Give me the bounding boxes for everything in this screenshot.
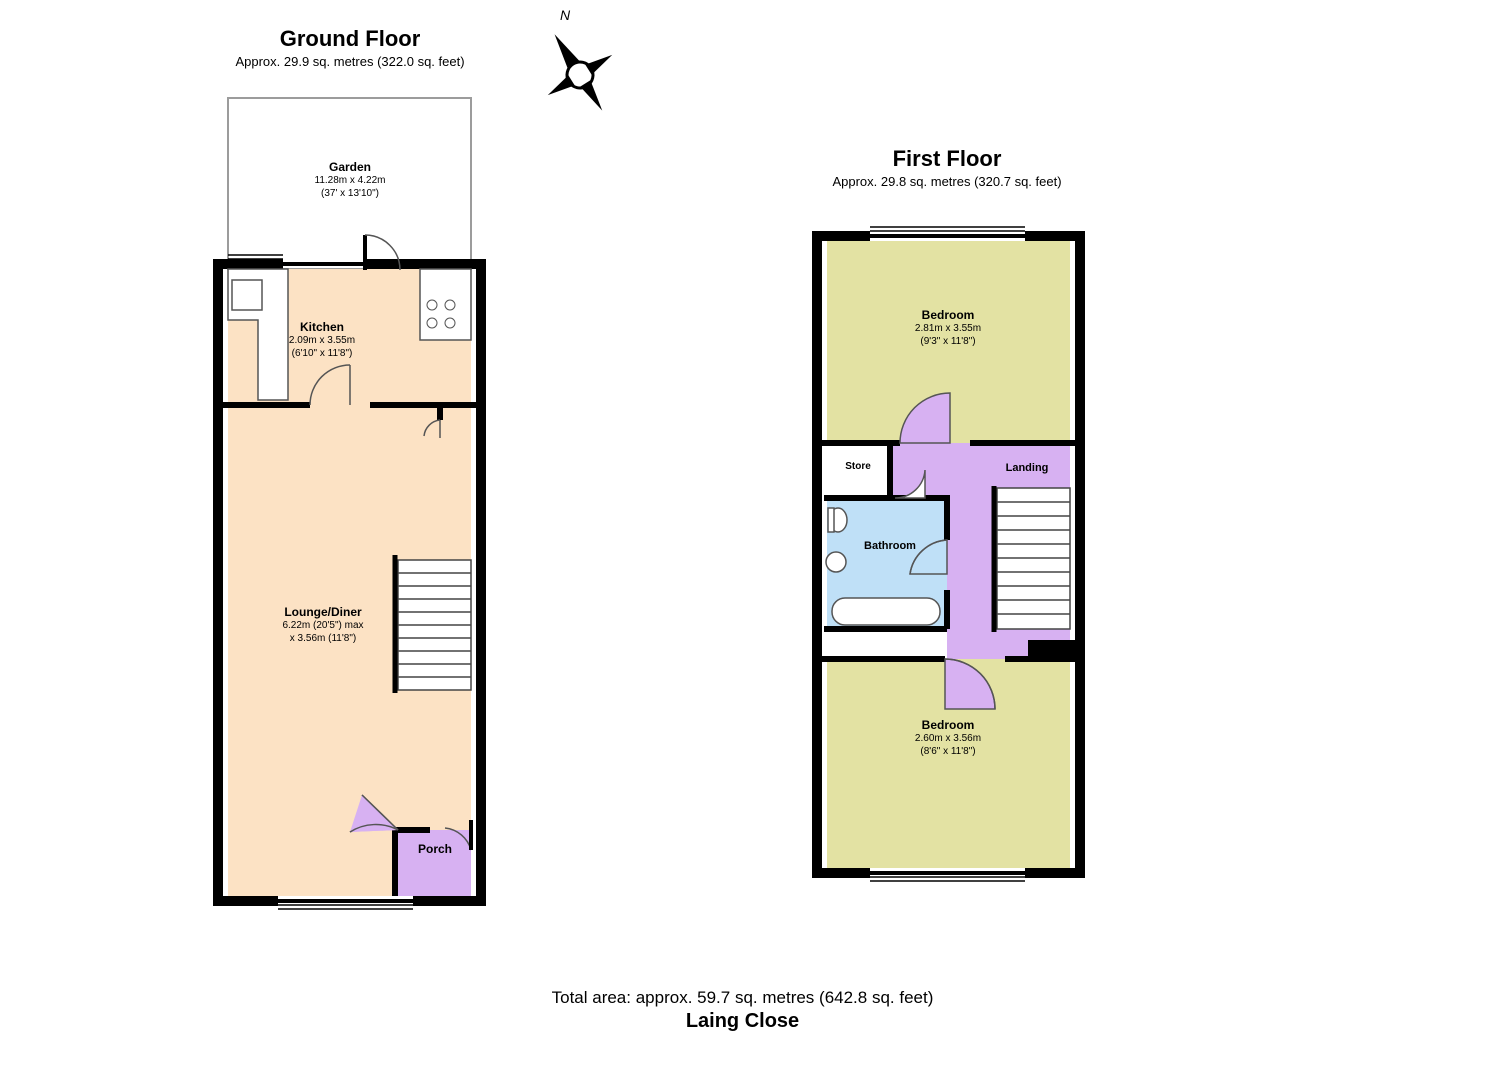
landing-label: Landing <box>992 462 1062 476</box>
store-label: Store <box>830 461 886 474</box>
solid-block <box>1028 640 1075 662</box>
kitchen-label: Kitchen 2.09m x 3.55m (6'10" x 11'8") <box>272 320 372 360</box>
compass-n-label: N <box>560 7 571 23</box>
basin-icon <box>826 552 846 572</box>
porch-fill <box>398 830 471 896</box>
first-stairs <box>997 488 1070 629</box>
bed1-label: Bedroom 2.81m x 3.55m (9'3" x 11'8") <box>898 308 998 348</box>
bed2-label: Bedroom 2.60m x 3.56m (8'6" x 11'8") <box>898 718 998 758</box>
ground-stairs <box>398 560 471 690</box>
bathtub-icon <box>832 598 940 625</box>
porch-label: Porch <box>405 842 465 857</box>
ground-floor-plan <box>213 98 486 909</box>
compass-icon <box>522 14 634 131</box>
bath-white-strip <box>827 629 947 659</box>
garden-label: Garden 11.28m x 4.22m (37' x 13'10") <box>300 160 400 200</box>
floorplan-svg: N <box>0 0 1485 1080</box>
toilet-cistern-icon <box>828 508 834 532</box>
bath-label: Bathroom <box>850 540 930 554</box>
lounge-label: Lounge/Diner 6.22m (20'5") max x 3.56m (… <box>258 605 388 645</box>
